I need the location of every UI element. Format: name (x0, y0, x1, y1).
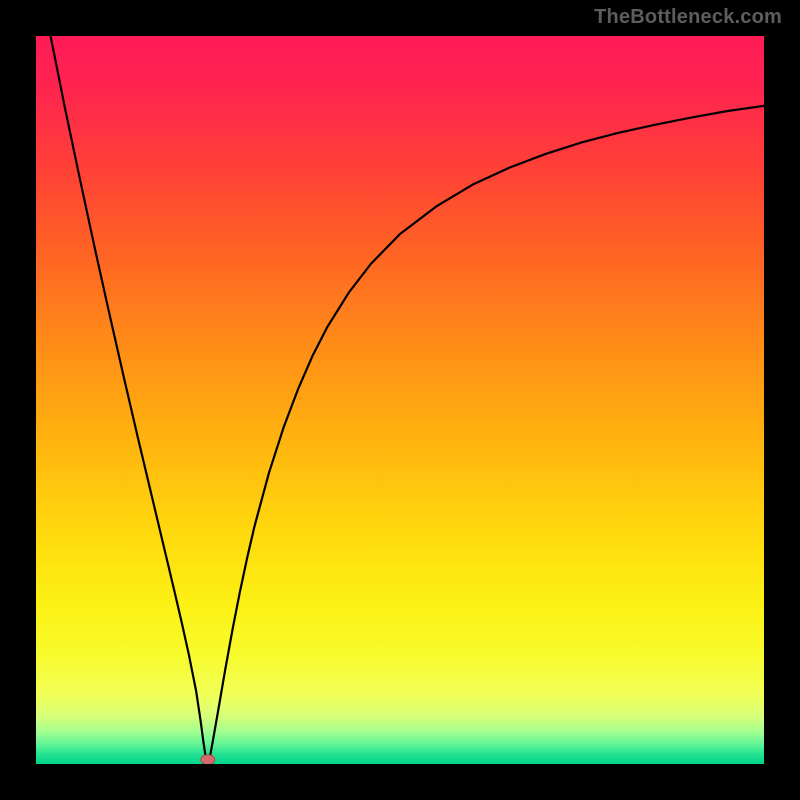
minimum-marker-icon (201, 755, 215, 764)
plot-area (36, 36, 764, 764)
chart-frame: TheBottleneck.com (0, 0, 800, 800)
gradient-background (36, 36, 764, 764)
watermark-text: TheBottleneck.com (594, 6, 782, 29)
plot-svg (36, 36, 764, 764)
